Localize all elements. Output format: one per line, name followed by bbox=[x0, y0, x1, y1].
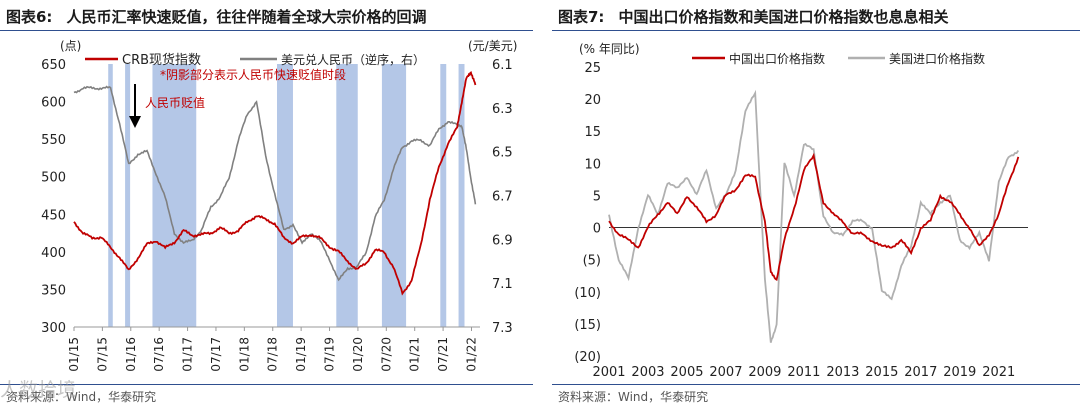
legend-label-crb: CRB现货指数 bbox=[122, 52, 201, 68]
figure-6-label: 图表6: bbox=[6, 8, 53, 26]
shaded-span bbox=[108, 64, 113, 327]
legend-label-us: 美国进口价格指数 bbox=[889, 51, 985, 66]
y-tick-label: 0 bbox=[593, 222, 601, 237]
x-tick-label: 2015 bbox=[865, 365, 898, 380]
x-tick-label: 01/18 bbox=[237, 337, 251, 372]
x-tick-label: 07/16 bbox=[152, 337, 166, 372]
y2-tick-label: 7.3 bbox=[492, 321, 513, 336]
x-tick-label: 07/15 bbox=[95, 337, 109, 372]
x-tick-label: 2005 bbox=[670, 365, 703, 380]
x-tick-label: 01/21 bbox=[408, 337, 422, 372]
figure-7-panel: 图表7: 中国出口价格指数和美国进口价格指数也息息相关 25 20 15 10 5 0 (5)… bbox=[552, 0, 1080, 413]
source-note: 资料来源：Wind，华泰研究 bbox=[6, 390, 157, 404]
y-tick-label: (5) bbox=[583, 254, 601, 269]
y-tick-label: (20) bbox=[574, 350, 601, 365]
x-tick-label: 2009 bbox=[748, 365, 781, 380]
shaded-span bbox=[336, 64, 358, 327]
legend-label-usdcny: 美元兑人民币（逆序，右） bbox=[281, 52, 425, 67]
y-tick-label: 15 bbox=[584, 125, 601, 140]
title-divider bbox=[0, 30, 533, 31]
left-axis-unit: (% 年同比) bbox=[579, 42, 640, 56]
annotation-depreciation: 人民币贬值 bbox=[145, 95, 205, 110]
y-tick-label: 650 bbox=[41, 58, 66, 73]
x-tick-label: 07/19 bbox=[323, 337, 337, 372]
x-tick-label: 07/17 bbox=[209, 337, 223, 372]
x-tick-label: 2011 bbox=[787, 365, 820, 380]
chart-6-svg: 300 350 400 450 500 550 600 650 6.1 6.3 6.5 6.7 6.9 7… bbox=[41, 39, 517, 372]
x-tick-label: 01/20 bbox=[351, 337, 365, 372]
shaded-span bbox=[277, 64, 293, 327]
x-tick-label: 2019 bbox=[943, 365, 976, 380]
x-tick-label: 2001 bbox=[592, 365, 625, 380]
y2-tick-label: 6.3 bbox=[492, 102, 513, 117]
x-tick-label: 01/16 bbox=[124, 337, 138, 372]
series-crb-line bbox=[73, 71, 477, 296]
figure-7-label: 图表7: bbox=[558, 8, 605, 26]
source-divider bbox=[552, 384, 1080, 385]
x-tick-label: 01/15 bbox=[67, 337, 81, 372]
x-tick-label: 07/21 bbox=[436, 337, 450, 372]
y2-tick-label: 7.1 bbox=[492, 277, 513, 292]
source-note: 资料来源：Wind，华泰研究 bbox=[558, 390, 709, 404]
y-tick-label: 600 bbox=[41, 96, 66, 111]
y2-tick-label: 6.1 bbox=[492, 58, 513, 73]
source-divider bbox=[0, 384, 533, 385]
left-axis-unit: (点) bbox=[60, 39, 81, 53]
x-tick-label: 2007 bbox=[709, 365, 742, 380]
y-tick-label: 400 bbox=[41, 246, 66, 261]
x-tick-label: 2021 bbox=[982, 365, 1015, 380]
figure-6-title: 图表6: 人民币汇率快速贬值，往往伴随着全球大宗价格的回调 bbox=[6, 6, 426, 27]
x-tick-label: 07/20 bbox=[379, 337, 393, 372]
series-usdcny-line bbox=[73, 85, 477, 282]
x-tick-label: 01/22 bbox=[464, 337, 478, 372]
x-tick-label: 2017 bbox=[904, 365, 937, 380]
annotation-shading-note: *阴影部分表示人民币快速贬值时段 bbox=[160, 67, 346, 82]
figure-7-title: 图表7: 中国出口价格指数和美国进口价格指数也息息相关 bbox=[558, 6, 948, 27]
right-axis-unit: (元/美元) bbox=[468, 39, 517, 53]
shaded-span bbox=[458, 64, 465, 327]
title-divider bbox=[552, 30, 1080, 31]
series-us-import-line bbox=[608, 89, 1020, 343]
y-tick-label: 350 bbox=[41, 283, 66, 298]
y-tick-label: 450 bbox=[41, 208, 66, 223]
x-tick-label: 01/19 bbox=[294, 337, 308, 372]
y2-tick-label: 6.7 bbox=[492, 190, 513, 205]
watermark: 人数拾境 bbox=[0, 379, 77, 401]
y-tick-label: (15) bbox=[574, 318, 601, 333]
shaded-span bbox=[152, 64, 197, 327]
y-tick-label: (10) bbox=[574, 286, 601, 301]
y-tick-label: 550 bbox=[41, 133, 66, 148]
y-tick-label: 500 bbox=[41, 171, 66, 186]
y2-tick-label: 6.5 bbox=[492, 146, 513, 161]
x-tick-label: 2013 bbox=[826, 365, 859, 380]
x-tick-label: 2003 bbox=[631, 365, 664, 380]
shaded-span bbox=[440, 64, 447, 327]
shaded-span bbox=[125, 64, 131, 327]
figure-6-title-text: 人民币汇率快速贬值，往往伴随着全球大宗价格的回调 bbox=[66, 8, 427, 26]
y-tick-label: 300 bbox=[41, 321, 66, 336]
y-tick-label: 5 bbox=[593, 189, 601, 204]
legend-label-china: 中国出口价格指数 bbox=[729, 51, 825, 66]
figure-6-panel: 图表6: 人民币汇率快速贬值，往往伴随着全球大宗价格的回调 300 350 400 45… bbox=[0, 0, 533, 413]
series-china-export-line bbox=[608, 152, 1020, 282]
x-tick-label: 01/17 bbox=[181, 337, 195, 372]
y-tick-label: 25 bbox=[584, 61, 601, 76]
x-tick-label: 07/18 bbox=[266, 337, 280, 372]
y-tick-label: 20 bbox=[584, 93, 601, 108]
y2-tick-label: 6.9 bbox=[492, 233, 513, 248]
annotation-arrow-head bbox=[129, 116, 141, 128]
figure-7-title-text: 中国出口价格指数和美国进口价格指数也息息相关 bbox=[618, 8, 949, 26]
y-tick-label: 10 bbox=[584, 157, 601, 172]
